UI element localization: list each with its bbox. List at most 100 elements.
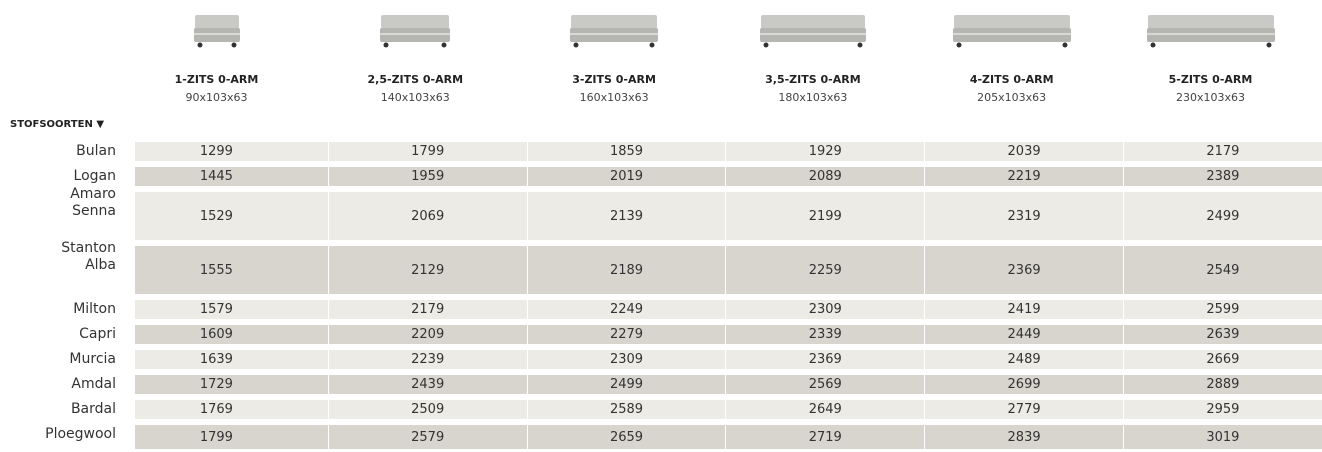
price-cell: 2589 [527, 400, 726, 419]
price-cell: 2549 [1123, 246, 1322, 294]
column-name: 3,5-ZITS 0-ARM [713, 73, 912, 86]
price-cell: 2649 [725, 400, 924, 419]
price-cell: 2239 [328, 350, 527, 369]
price-table-page: STOFSOORTEN ▼ 1-ZITS 0-ARM90x103x63 2,5-… [0, 0, 1322, 452]
column-size: 180x103x63 [713, 91, 912, 104]
sofa-image [570, 12, 658, 50]
price-cell: 2209 [328, 325, 527, 344]
price-cell: 2699 [924, 375, 1123, 394]
price-cell: 2089 [725, 167, 924, 186]
row-label-line: Bulan [0, 143, 116, 160]
price-cell: 2599 [1123, 300, 1322, 319]
price-cell: 2959 [1123, 400, 1322, 419]
price-cell: 2259 [725, 246, 924, 294]
price-cell: 1929 [725, 142, 924, 161]
row-label-line: Bardal [0, 401, 116, 418]
column-size: 230x103x63 [1111, 91, 1310, 104]
price-cell: 2509 [328, 400, 527, 419]
price-cell: 2839 [924, 425, 1123, 449]
row-label: Logan [0, 168, 116, 185]
price-cell: 3019 [1123, 425, 1322, 449]
column-name: 5-ZITS 0-ARM [1111, 73, 1310, 86]
column-header: 1-ZITS 0-ARM 90x103x63 [117, 0, 316, 104]
price-cell: 2439 [328, 375, 527, 394]
price-cell: 2179 [328, 300, 527, 319]
column-size: 90x103x63 [117, 91, 316, 104]
price-cell: 2419 [924, 300, 1123, 319]
row-label: Bardal [0, 401, 116, 418]
price-cell: 2489 [924, 350, 1123, 369]
row-label-line: Amaro [0, 186, 116, 203]
row-label-line: Logan [0, 168, 116, 185]
price-cell: 1799 [328, 142, 527, 161]
column-name: 4-ZITS 0-ARM [912, 73, 1111, 86]
price-cell: 2139 [527, 192, 726, 240]
price-cell: 1959 [328, 167, 527, 186]
row-label: Ploegwool [0, 426, 116, 443]
row-label-line: Alba [0, 257, 116, 274]
column-header: 4-ZITS 0-ARM 205x103x63 [912, 0, 1111, 104]
price-cell: 1859 [527, 142, 726, 161]
row-label-line: Capri [0, 326, 116, 343]
price-cell: 2389 [1123, 167, 1322, 186]
row-label-line: Senna [0, 203, 116, 220]
price-cell: 1799 [135, 425, 328, 449]
price-cell: 2369 [924, 246, 1123, 294]
fabric-header: STOFSOORTEN ▼ [10, 119, 104, 130]
price-cell: 2219 [924, 167, 1123, 186]
price-cell: 2339 [725, 325, 924, 344]
price-cell: 1445 [135, 167, 328, 186]
price-cell: 2499 [1123, 192, 1322, 240]
row-label-line: Ploegwool [0, 426, 116, 443]
row-label: Amdal [0, 376, 116, 393]
column-size: 205x103x63 [912, 91, 1111, 104]
price-cell: 2639 [1123, 325, 1322, 344]
price-cell: 2249 [527, 300, 726, 319]
price-cell: 2579 [328, 425, 527, 449]
price-cell: 2069 [328, 192, 527, 240]
price-cell: 1769 [135, 400, 328, 419]
price-cell: 1579 [135, 300, 328, 319]
row-label-line: Milton [0, 301, 116, 318]
row-label-line: Murcia [0, 351, 116, 368]
price-cell: 2569 [725, 375, 924, 394]
sofa-image [380, 12, 450, 50]
row-label-line: Amdal [0, 376, 116, 393]
column-size: 140x103x63 [316, 91, 515, 104]
sofa-image [194, 12, 240, 50]
price-cell: 2189 [527, 246, 726, 294]
column-size: 160x103x63 [515, 91, 714, 104]
price-cell: 2889 [1123, 375, 1322, 394]
sofa-image [953, 12, 1071, 50]
sofa-image [760, 12, 866, 50]
column-header: 5-ZITS 0-ARM 230x103x63 [1111, 0, 1310, 104]
row-label: Murcia [0, 351, 116, 368]
price-cell: 2669 [1123, 350, 1322, 369]
price-cell: 2309 [527, 350, 726, 369]
price-cell: 2499 [527, 375, 726, 394]
price-cell: 1729 [135, 375, 328, 394]
column-header: 3,5-ZITS 0-ARM 180x103x63 [713, 0, 912, 104]
row-label: Capri [0, 326, 116, 343]
price-cell: 1609 [135, 325, 328, 344]
column-name: 1-ZITS 0-ARM [117, 73, 316, 86]
sofa-image [1147, 12, 1275, 50]
price-cell: 2199 [725, 192, 924, 240]
price-cell: 2279 [527, 325, 726, 344]
price-cell: 2719 [725, 425, 924, 449]
price-cell: 1555 [135, 246, 328, 294]
price-cell: 2309 [725, 300, 924, 319]
price-cell: 1299 [135, 142, 328, 161]
